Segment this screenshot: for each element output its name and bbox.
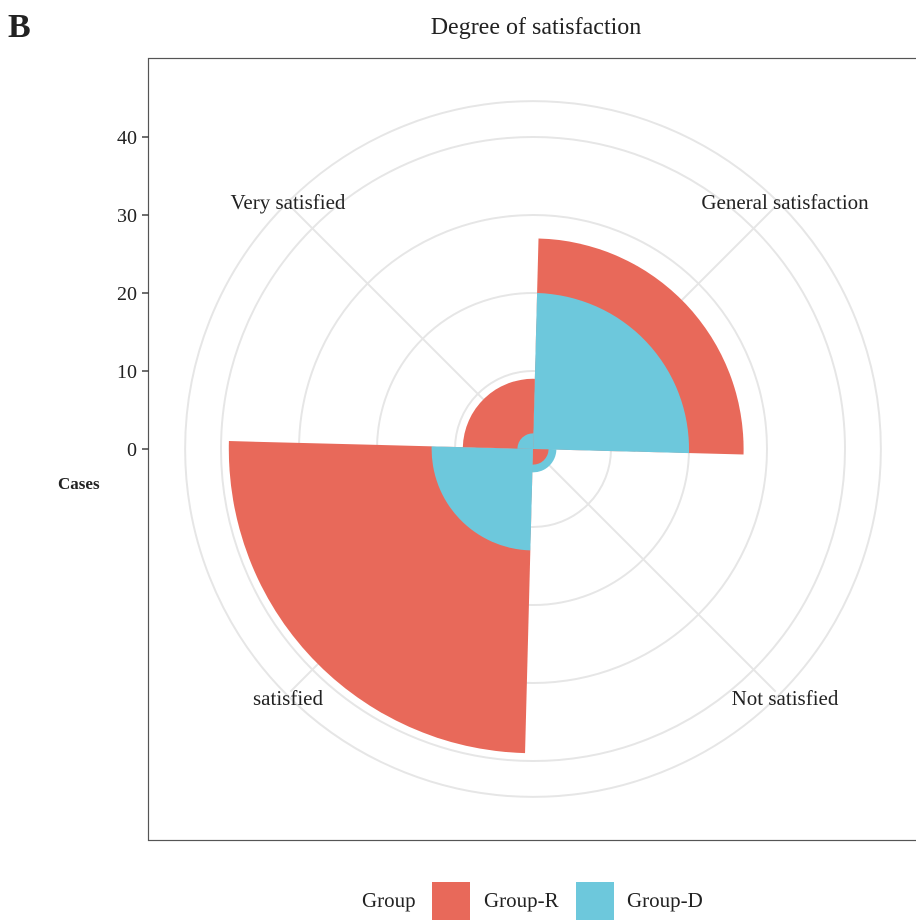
y-tick-label-3: 30: [117, 205, 137, 227]
legend-key-group-r: [432, 882, 470, 920]
legend: Group Group-R Group-D: [0, 882, 916, 922]
y-tick-label-1: 10: [117, 361, 137, 383]
category-label-very-satisfied: Very satisfied: [231, 190, 346, 214]
legend-label-group-r: Group-R: [484, 888, 559, 913]
category-label-not-satisfied: Not satisfied: [732, 686, 839, 710]
y-tick-label-2: 20: [117, 283, 137, 305]
category-label-general-satisfaction: General satisfaction: [701, 190, 869, 214]
legend-label-group-d: Group-D: [627, 888, 703, 913]
polar-bar-chart: 0 10 20 30 40 General satisfaction Not satisfi…: [0, 0, 916, 880]
y-tick-label-0: 0: [127, 439, 137, 461]
legend-key-group-d: [576, 882, 614, 920]
grid-spoke-1: [533, 449, 776, 692]
category-label-satisfied: satisfied: [253, 686, 323, 710]
y-tick-label-4: 40: [117, 127, 137, 149]
legend-title: Group: [362, 888, 416, 913]
